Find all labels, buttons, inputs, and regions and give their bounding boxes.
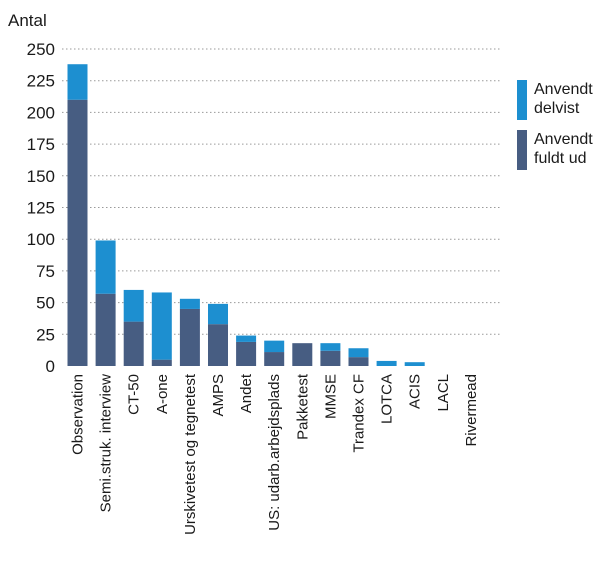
bar-segment <box>208 324 228 366</box>
bar-segment <box>208 303 228 325</box>
bar-segment <box>95 240 116 294</box>
y-tick-label: 175 <box>27 135 55 154</box>
bar-segment <box>348 348 369 358</box>
bar-segment <box>348 357 369 366</box>
x-category-label: Urskivetest og tegnetest <box>182 373 199 535</box>
bar-segment <box>67 64 88 100</box>
gridlines <box>62 48 500 335</box>
legend: Anvendt delvist Anvendt fuldt ud <box>517 80 593 170</box>
y-tick-label: 100 <box>27 230 55 249</box>
x-category-label: Semi.struk. interview <box>98 374 115 513</box>
y-tick-label: 150 <box>27 167 55 186</box>
bar-segment <box>95 293 116 366</box>
x-category-label: LOTCA <box>379 374 396 424</box>
x-category-label: Observation <box>70 374 87 455</box>
bars <box>67 64 425 366</box>
y-tick-label: 200 <box>27 103 55 122</box>
bar-segment <box>179 298 200 309</box>
bar-segment <box>320 343 341 351</box>
legend-swatch <box>517 80 527 120</box>
y-tick-label: 0 <box>46 357 55 376</box>
y-axis-ticks: 0 25 50 75 100 125 150 175 200 225 250 <box>27 40 55 376</box>
bar-segment <box>320 350 341 366</box>
legend-label: Anvendt <box>534 131 593 148</box>
bar-segment <box>376 360 397 366</box>
bar-segment <box>123 289 144 322</box>
y-tick-label: 125 <box>27 199 55 218</box>
bar-segment <box>151 359 172 366</box>
x-category-label: ACIS <box>407 374 424 409</box>
legend-label: Anvendt <box>534 81 593 98</box>
bar-segment <box>404 362 425 366</box>
x-category-label: CT-50 <box>126 374 143 415</box>
y-axis-title: Antal <box>8 11 47 30</box>
bar-segment <box>151 292 172 360</box>
bar-segment <box>179 308 200 366</box>
legend-swatch <box>517 130 527 170</box>
x-category-label: MMSE <box>322 374 339 419</box>
x-category-label: Andet <box>238 373 255 413</box>
y-tick-label: 25 <box>36 325 55 344</box>
y-tick-label: 225 <box>27 72 55 91</box>
bar-segment <box>292 343 313 366</box>
bar-segment <box>123 321 144 366</box>
y-tick-label: 50 <box>36 294 55 313</box>
legend-label: delvist <box>534 100 580 117</box>
y-tick-label: 250 <box>27 40 55 59</box>
bar-segment <box>236 341 257 366</box>
bar-segment <box>67 99 88 366</box>
x-category-label: A-one <box>154 374 171 414</box>
bar-segment <box>236 335 257 342</box>
bar-segment <box>264 340 285 353</box>
x-category-label: Trandex CF <box>351 374 368 453</box>
x-axis-labels: Observation Semi.struk. interview CT-50 A-o… <box>70 373 480 535</box>
legend-label: fuldt ud <box>534 150 586 167</box>
y-tick-label: 75 <box>36 262 55 281</box>
x-category-label: LACL <box>435 374 452 412</box>
x-category-label: Rivermead <box>463 374 480 447</box>
bar-segment <box>264 352 285 366</box>
x-category-label: US: udarb.arbejdsplads <box>266 374 283 531</box>
x-category-label: AMPS <box>210 374 227 417</box>
x-category-label: Pakketest <box>294 373 311 440</box>
